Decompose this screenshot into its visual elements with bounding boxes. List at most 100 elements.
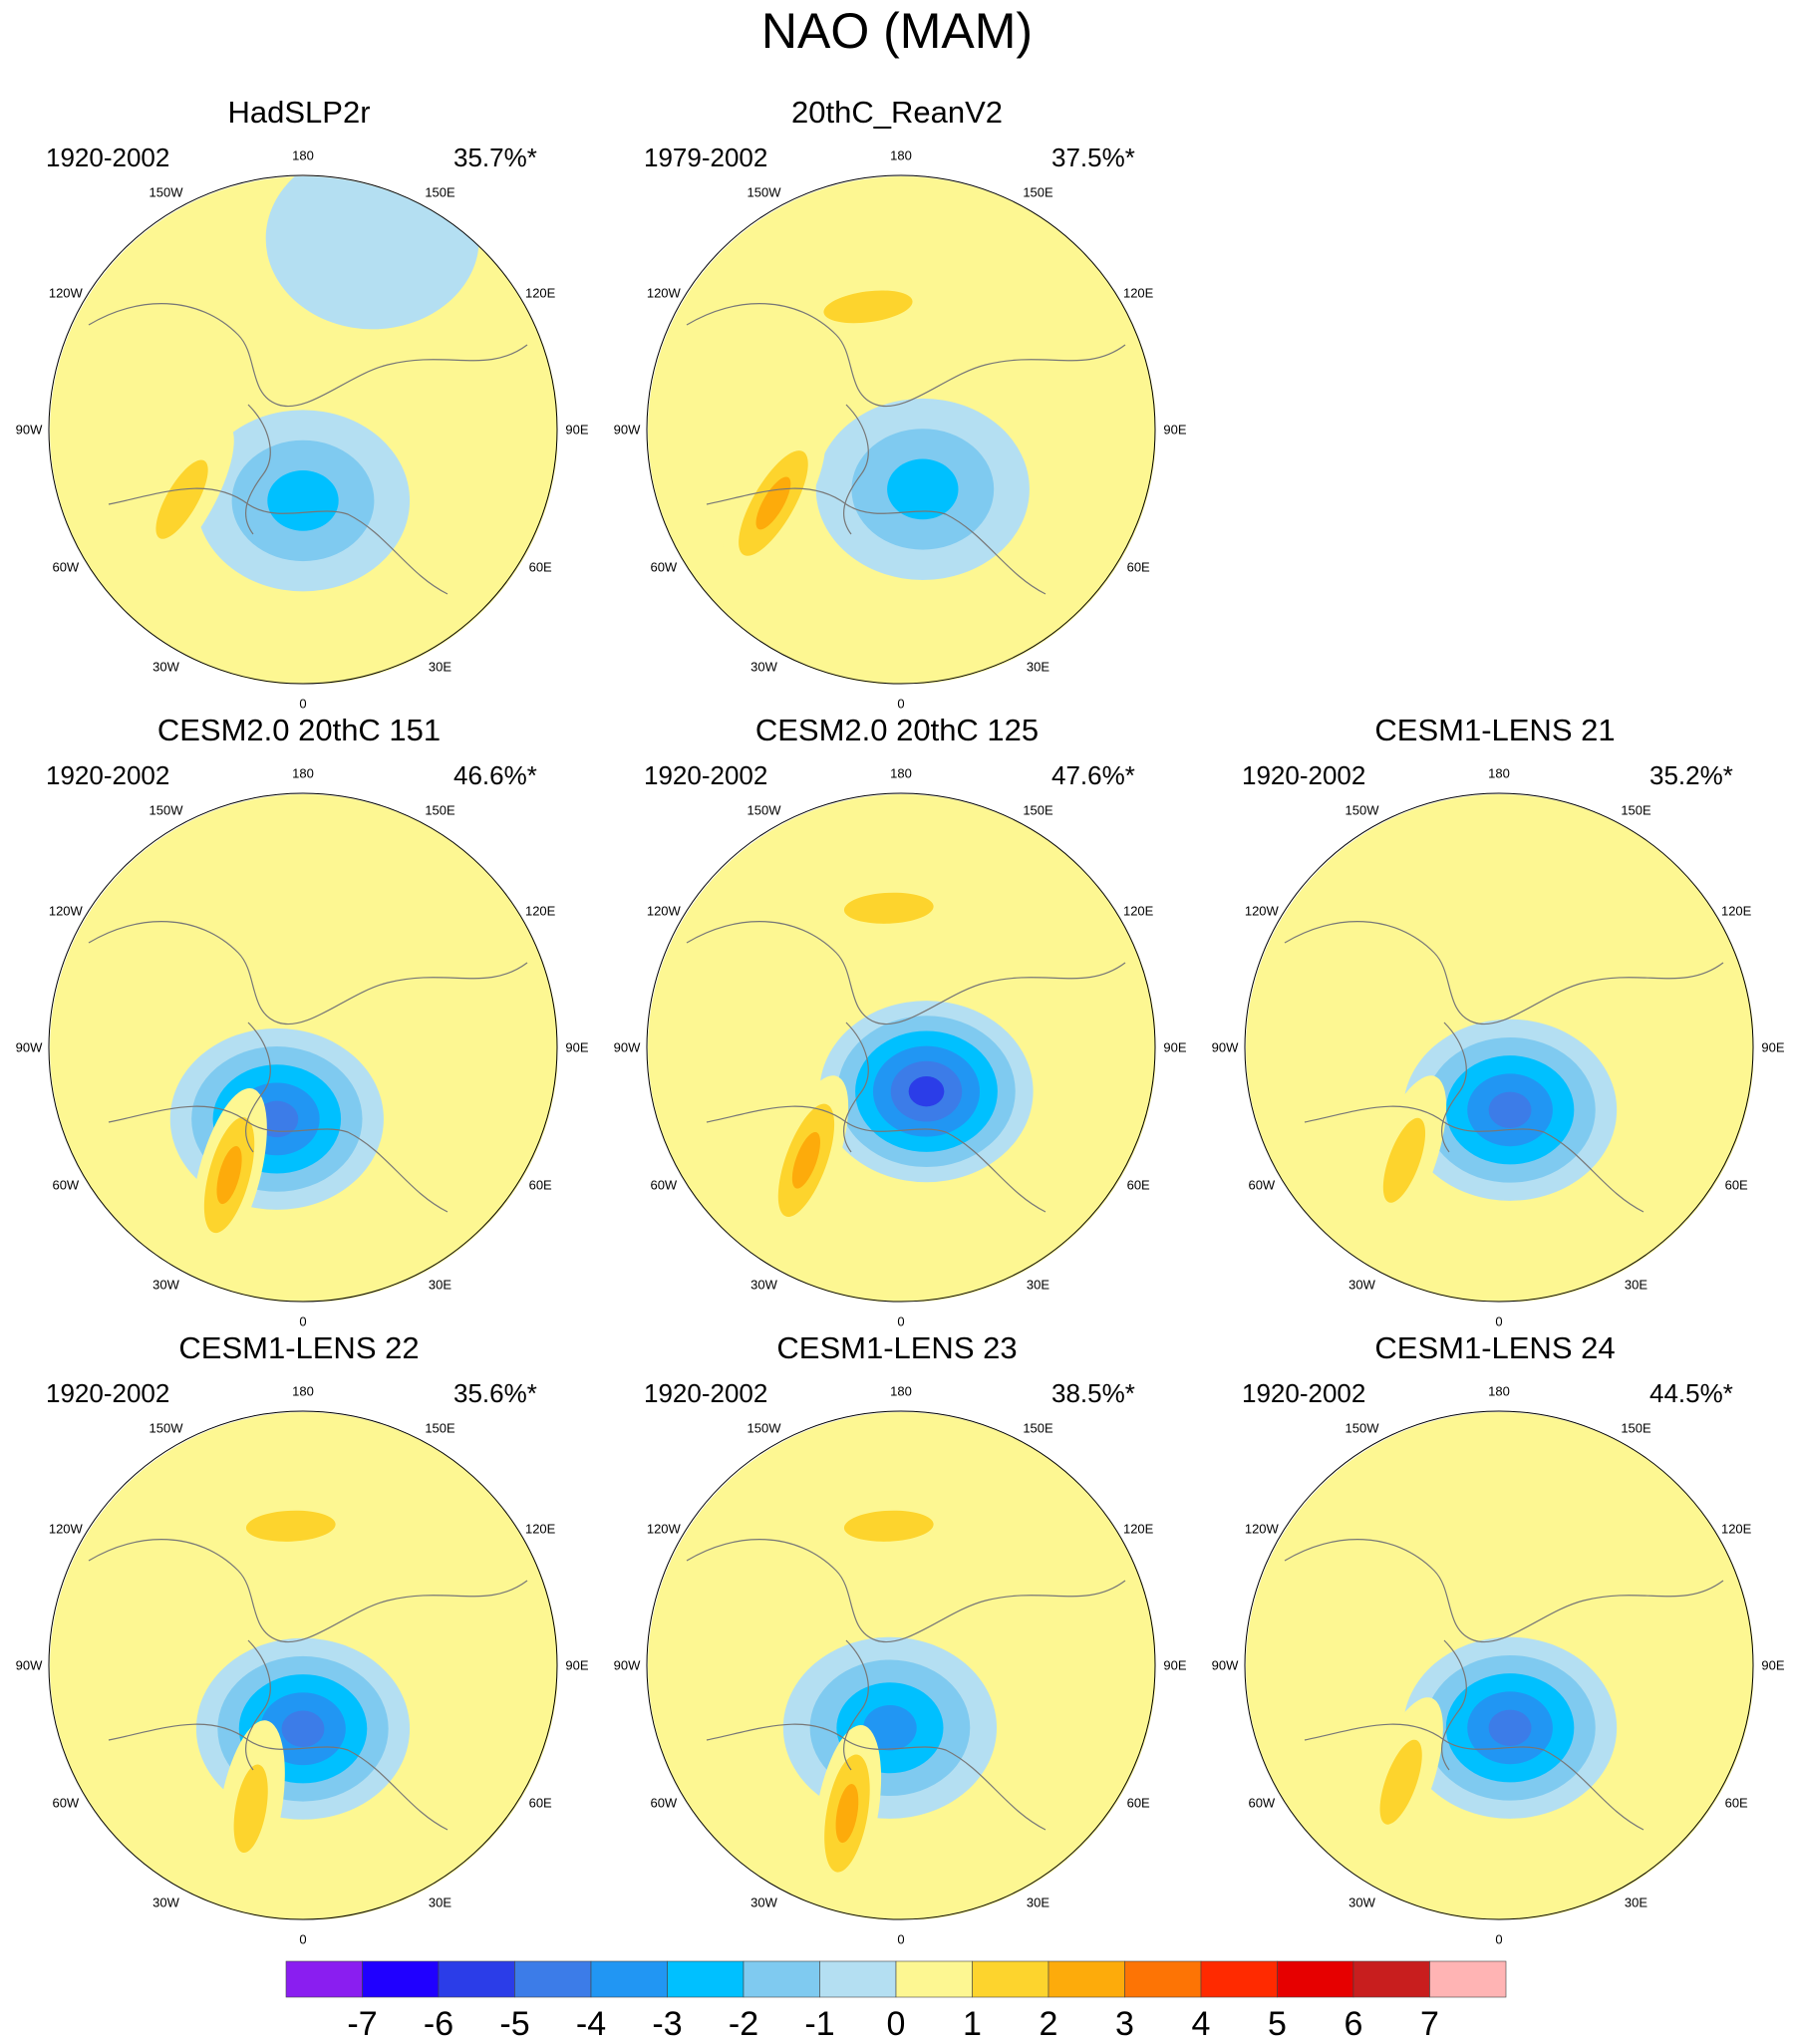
figure-title: NAO (MAM) (760, 3, 1034, 59)
longitude-label: 180 (1488, 765, 1510, 781)
panel-title: CESM1-LENS 23 (776, 1330, 1018, 1365)
longitude-label: 30W (152, 1895, 179, 1910)
longitude-label: 120W (1244, 1521, 1279, 1536)
colorbar-tick-label: -6 (423, 2005, 454, 2043)
longitude-label: 90E (1761, 1039, 1785, 1055)
longitude-label: 60E (1126, 1795, 1150, 1810)
variance-label: 46.6%* (453, 760, 537, 790)
longitude-label: 0 (1495, 1314, 1503, 1329)
coastline (88, 1539, 528, 1831)
longitude-label: 30E (1026, 1895, 1050, 1910)
polar-map (48, 174, 558, 685)
coastline (686, 303, 1126, 595)
map-border (646, 792, 1156, 1303)
longitude-label: 60W (52, 1177, 80, 1192)
longitude-label: 120W (48, 1521, 83, 1536)
longitude-label: 60W (650, 1177, 678, 1192)
longitude-label: 90E (1761, 1657, 1785, 1673)
longitude-label: 60W (52, 1795, 80, 1810)
longitude-label: 60W (650, 1795, 678, 1810)
longitude-label: 180 (890, 1383, 912, 1399)
longitude-label: 60E (1724, 1795, 1748, 1810)
period-label: 1920-2002 (1242, 1378, 1366, 1408)
longitude-label: 150W (149, 802, 183, 818)
longitude-label: 120E (1720, 1521, 1752, 1536)
colorbar-tick-label: 7 (1420, 2005, 1439, 2043)
map-border (1244, 1410, 1754, 1920)
map-border (48, 174, 558, 685)
longitude-label: 30E (428, 659, 452, 675)
colorbar-tick-label: 5 (1268, 2005, 1287, 2043)
map-panel: CESM1-LENS 23 1920-2002 38.5%* 180 150E 120E 9… (598, 1330, 1196, 1968)
polar-map (1244, 792, 1754, 1303)
longitude-label: 120E (524, 1521, 556, 1536)
period-label: 1920-2002 (46, 760, 170, 790)
panel-title: CESM1-LENS 24 (1374, 1330, 1616, 1365)
longitude-label: 90W (613, 422, 641, 438)
positive-anomaly-contour (216, 1146, 242, 1205)
longitude-label: 0 (897, 1931, 905, 1947)
map-panel: CESM2.0 20thC 151 1920-2002 46.6%* 180 150E 1… (0, 713, 598, 1350)
variance-label: 35.7%* (453, 143, 537, 172)
longitude-label: 120E (524, 903, 556, 918)
map-panel: CESM1-LENS 21 1920-2002 35.2%* 180 150E 120E 9… (1196, 713, 1794, 1350)
longitude-label: 180 (292, 765, 314, 781)
coastline (686, 1539, 1126, 1831)
longitude-label: 30E (428, 1277, 452, 1293)
map-border (646, 1410, 1156, 1920)
negative-anomaly-contour (1488, 1709, 1532, 1746)
longitude-label: 120W (646, 903, 681, 918)
longitude-label: 90W (15, 422, 43, 438)
longitude-label: 30E (1624, 1895, 1648, 1910)
positive-anomaly-contour (155, 459, 208, 539)
longitude-label: 150E (1621, 802, 1651, 818)
longitude-label: 0 (1495, 1931, 1503, 1947)
negative-anomaly-contour (863, 1705, 917, 1751)
variance-label: 35.2%* (1649, 760, 1733, 790)
longitude-label: 120W (646, 1521, 681, 1536)
map-panel: 20thC_ReanV2 1979-2002 37.5%* 180 150E 120E 90… (598, 95, 1196, 732)
longitude-label: 150W (149, 1420, 183, 1436)
colorbar-tick-label: 6 (1344, 2005, 1363, 2043)
map-border (48, 1410, 558, 1920)
longitude-label: 90W (613, 1039, 641, 1055)
longitude-label: 90W (613, 1657, 641, 1673)
negative-anomaly-contour (281, 1710, 325, 1747)
longitude-label: 60W (52, 559, 80, 574)
longitude-label: 120W (646, 285, 681, 300)
negative-anomaly-contour (1488, 1091, 1532, 1128)
period-label: 1920-2002 (644, 760, 768, 790)
positive-anomaly-contour (755, 476, 791, 530)
longitude-label: 0 (299, 696, 307, 712)
longitude-label: 90E (565, 1039, 589, 1055)
longitude-label: 150E (1023, 184, 1053, 200)
positive-anomaly-contour (835, 1784, 859, 1844)
map-border (646, 174, 1156, 685)
longitude-label: 150W (747, 184, 781, 200)
longitude-label: 120E (524, 285, 556, 300)
coastline (88, 921, 528, 1213)
longitude-label: 30E (428, 1895, 452, 1910)
positive-anomaly-contour (245, 1510, 336, 1542)
polar-map (646, 174, 1156, 685)
longitude-label: 120W (48, 285, 83, 300)
map-panel: HadSLP2r 1920-2002 35.7%* 180 150E 120E 90E 60E… (0, 95, 598, 732)
longitude-label: 90E (565, 1657, 589, 1673)
panel-title: CESM1-LENS 22 (178, 1330, 420, 1365)
variance-label: 44.5%* (1649, 1378, 1733, 1408)
longitude-label: 60E (1724, 1177, 1748, 1192)
colorbar-tick-label: -4 (575, 2005, 607, 2043)
coastline (686, 921, 1126, 1213)
colorbar-tick-label: -2 (728, 2005, 759, 2043)
colorbar-tick-label: 2 (1039, 2005, 1058, 2043)
period-label: 1920-2002 (1242, 760, 1366, 790)
longitude-label: 90W (15, 1657, 43, 1673)
longitude-label: 60E (528, 1177, 552, 1192)
longitude-label: 90W (1211, 1039, 1239, 1055)
map-panel: CESM1-LENS 22 1920-2002 35.6%* 180 150E 120E 9… (0, 1330, 598, 1968)
longitude-label: 60E (528, 1795, 552, 1810)
positive-anomaly-contour (1382, 1117, 1426, 1203)
panel-title: CESM2.0 20thC 125 (754, 713, 1040, 747)
longitude-label: 90W (15, 1039, 43, 1055)
negative-anomaly-contour (908, 1075, 945, 1107)
